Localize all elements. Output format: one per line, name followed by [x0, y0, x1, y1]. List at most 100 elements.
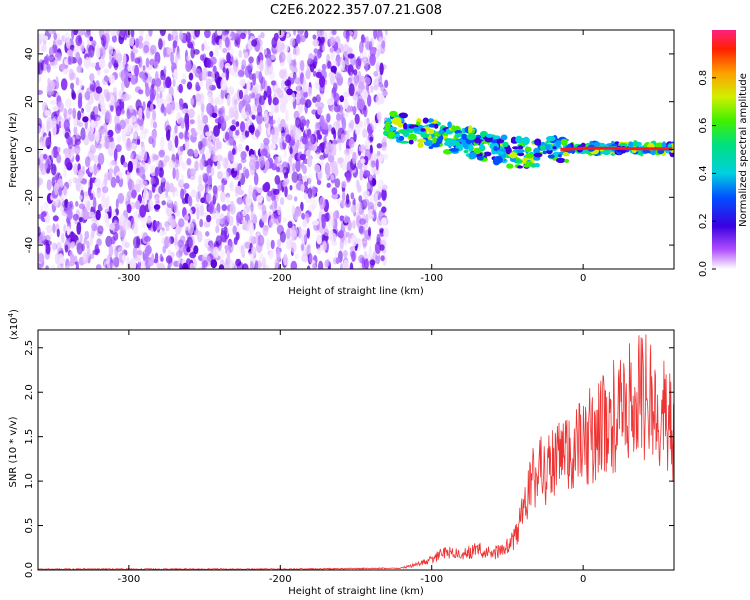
- heatmap-noise-blob: [94, 105, 99, 115]
- heatmap-noise-blob: [95, 130, 100, 143]
- heatmap-noise-blob: [81, 179, 87, 185]
- heatmap-noise-blob: [363, 118, 368, 128]
- heatmap-noise-blob: [343, 98, 349, 110]
- heatmap-noise-blob: [181, 162, 188, 171]
- heatmap-noise-blob: [75, 200, 79, 207]
- heatmap-noise-blob: [249, 158, 256, 171]
- heatmap-noise-blob: [294, 196, 298, 202]
- heatmap-noise-blob: [138, 89, 144, 95]
- heatmap-signal-blob: [416, 138, 427, 143]
- snr-ticks: -300 -200 -100 0 0.0 0.5 1.0 1.5 2.0 2.5: [24, 330, 674, 585]
- heatmap-noise-blob: [296, 139, 300, 150]
- heatmap-noise-blob: [302, 218, 308, 228]
- heatmap-noise-blob: [97, 144, 102, 151]
- heatmap-noise-blob: [228, 136, 235, 146]
- heatmap-noise-blob: [38, 74, 42, 83]
- heatmap-noise-blob: [296, 34, 301, 44]
- heatmap-noise-blob: [348, 83, 355, 97]
- heatmap-noise-blob: [348, 138, 355, 149]
- heatmap-noise-blob: [71, 30, 75, 40]
- heatmap-noise-blob: [276, 248, 281, 262]
- heatmap-noise-blob: [292, 124, 297, 135]
- heatmap-noise-blob: [377, 201, 382, 208]
- heatmap-signal-blob: [662, 141, 667, 149]
- heatmap-noise-blob: [195, 81, 200, 91]
- heatmap-noise-blob: [89, 144, 97, 154]
- heatmap-noise-blob: [54, 52, 62, 58]
- heatmap-noise-blob: [124, 195, 129, 202]
- spectrogram-heatmap: [38, 30, 674, 269]
- heatmap-noise-blob: [331, 241, 338, 247]
- heatmap-noise-blob: [110, 30, 116, 37]
- heatmap-noise-blob: [119, 30, 127, 37]
- heatmap-noise-blob: [186, 158, 192, 166]
- heatmap-noise-blob: [45, 243, 51, 255]
- heatmap-signal-blob: [466, 133, 477, 140]
- heatmap-noise-blob: [286, 239, 291, 250]
- heatmap-noise-blob: [158, 149, 165, 158]
- heatmap-noise-blob: [221, 72, 227, 78]
- heatmap-noise-blob: [291, 171, 299, 183]
- heatmap-signal-blob: [461, 133, 468, 140]
- heatmap-noise-blob: [281, 79, 285, 90]
- heatmap-noise-blob: [162, 245, 167, 254]
- heatmap-noise-blob: [349, 262, 354, 269]
- heatmap-noise-blob: [373, 168, 380, 175]
- heatmap-noise-blob: [108, 74, 116, 84]
- heatmap-noise-blob: [54, 174, 59, 181]
- heatmap-noise-blob: [60, 205, 64, 213]
- heatmap-noise-blob: [119, 119, 126, 130]
- heatmap-noise-blob: [160, 136, 165, 149]
- heatmap-noise-blob: [179, 145, 185, 152]
- snr-frame: [37, 329, 675, 571]
- heatmap-signal-blob: [434, 123, 439, 129]
- heatmap-noise-blob: [173, 68, 178, 81]
- heatmap-noise-blob: [381, 146, 387, 152]
- heatmap-signal-blob: [515, 149, 525, 153]
- heatmap-noise-blob: [72, 177, 76, 184]
- heatmap-noise-blob: [363, 170, 371, 177]
- heatmap-noise-blob: [114, 246, 119, 258]
- heatmap-noise-blob: [220, 230, 227, 243]
- heatmap-noise-blob: [38, 62, 44, 75]
- heatmap-noise-blob: [125, 30, 131, 38]
- heatmap-noise-blob: [100, 135, 106, 149]
- heatmap-noise-blob: [360, 34, 365, 44]
- heatmap-noise-blob: [257, 187, 263, 194]
- heatmap-noise-blob: [363, 105, 368, 118]
- heatmap-noise-blob: [334, 250, 339, 258]
- heatmap-noise-blob: [235, 121, 240, 128]
- heatmap-noise-blob: [89, 193, 94, 201]
- x-tick-label: -200: [269, 273, 292, 284]
- heatmap-noise-blob: [180, 120, 185, 129]
- heatmap-noise-blob: [278, 154, 282, 162]
- heatmap-noise-blob: [78, 121, 84, 127]
- heatmap-noise-blob: [358, 225, 366, 235]
- heatmap-noise-blob: [249, 260, 254, 269]
- heatmap-noise-blob: [174, 135, 179, 148]
- heatmap-noise-blob: [111, 34, 117, 43]
- heatmap-noise-blob: [299, 115, 306, 128]
- heatmap-signal-blob: [493, 146, 498, 151]
- heatmap-noise-blob: [56, 39, 63, 46]
- heatmap-noise-blob: [267, 190, 273, 197]
- heatmap-signal-blob: [524, 146, 532, 153]
- heatmap-noise-blob: [58, 186, 63, 197]
- heatmap-noise-blob: [358, 195, 363, 203]
- heatmap-noise-blob: [197, 183, 205, 192]
- heatmap-noise-blob: [328, 217, 335, 228]
- heatmap-noise-blob: [221, 158, 226, 167]
- heatmap-noise-blob: [91, 40, 97, 47]
- heatmap-noise-blob: [339, 95, 345, 103]
- heatmap-noise-blob: [273, 32, 279, 42]
- heatmap-noise-blob: [148, 30, 153, 37]
- heatmap-noise-blob: [99, 46, 106, 59]
- heatmap-signal-blob: [428, 128, 435, 135]
- heatmap-noise-blob: [124, 241, 130, 249]
- heatmap-noise-blob: [241, 59, 247, 69]
- heatmap-noise-blob: [338, 230, 344, 239]
- heatmap-noise-blob: [113, 231, 119, 241]
- heatmap-noise-blob: [68, 68, 74, 81]
- heatmap-noise-blob: [190, 46, 195, 59]
